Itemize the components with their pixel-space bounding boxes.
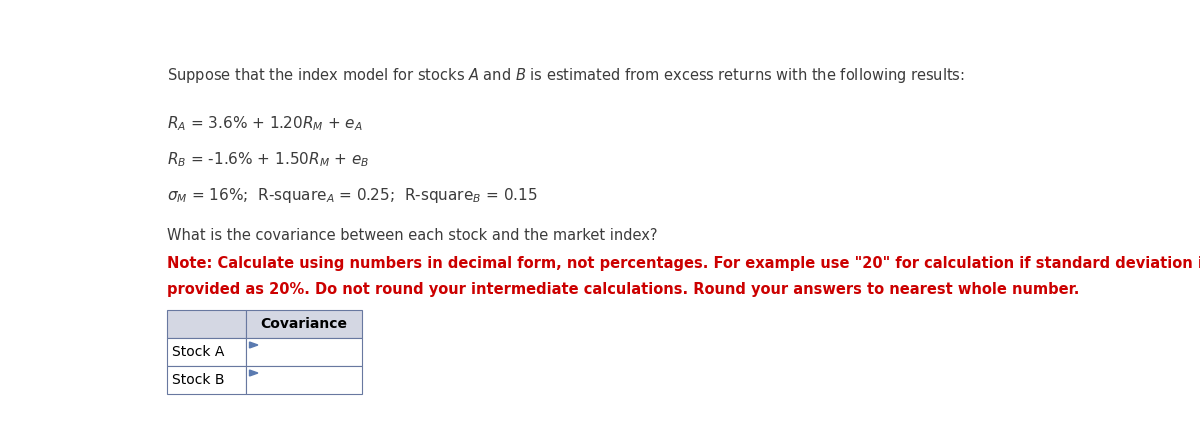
Text: $\sigma_M$ = 16%;  R-square$_A$ = 0.25;  R-square$_B$ = 0.15: $\sigma_M$ = 16%; R-square$_A$ = 0.25; R… [167,187,538,205]
Bar [167,310,246,338]
Text: Suppose that the index model for stocks $A$ and $B$ is estimated from excess ret: Suppose that the index model for stocks … [167,66,965,85]
Text: $R_A$ = 3.6% + 1.20$R_M$ + $e_A$: $R_A$ = 3.6% + 1.20$R_M$ + $e_A$ [167,114,362,133]
Text: Covariance: Covariance [260,317,348,331]
Text: Note: Calculate using numbers in decimal form, not percentages. For example use : Note: Calculate using numbers in decimal… [167,256,1200,270]
Text: Stock A: Stock A [173,345,224,359]
Polygon shape [250,342,258,348]
Text: provided as 20%. Do not round your intermediate calculations. Round your answers: provided as 20%. Do not round your inter… [167,282,1079,297]
Bar [246,366,362,394]
Bar [167,366,246,394]
Bar [246,338,362,366]
Bar [246,310,362,338]
Polygon shape [250,370,258,376]
Bar [167,338,246,366]
Text: Stock B: Stock B [173,373,224,387]
Text: $R_B$ = -1.6% + 1.50$R_M$ + $e_B$: $R_B$ = -1.6% + 1.50$R_M$ + $e_B$ [167,150,370,169]
Text: What is the covariance between each stock and the market index?: What is the covariance between each stoc… [167,228,658,243]
